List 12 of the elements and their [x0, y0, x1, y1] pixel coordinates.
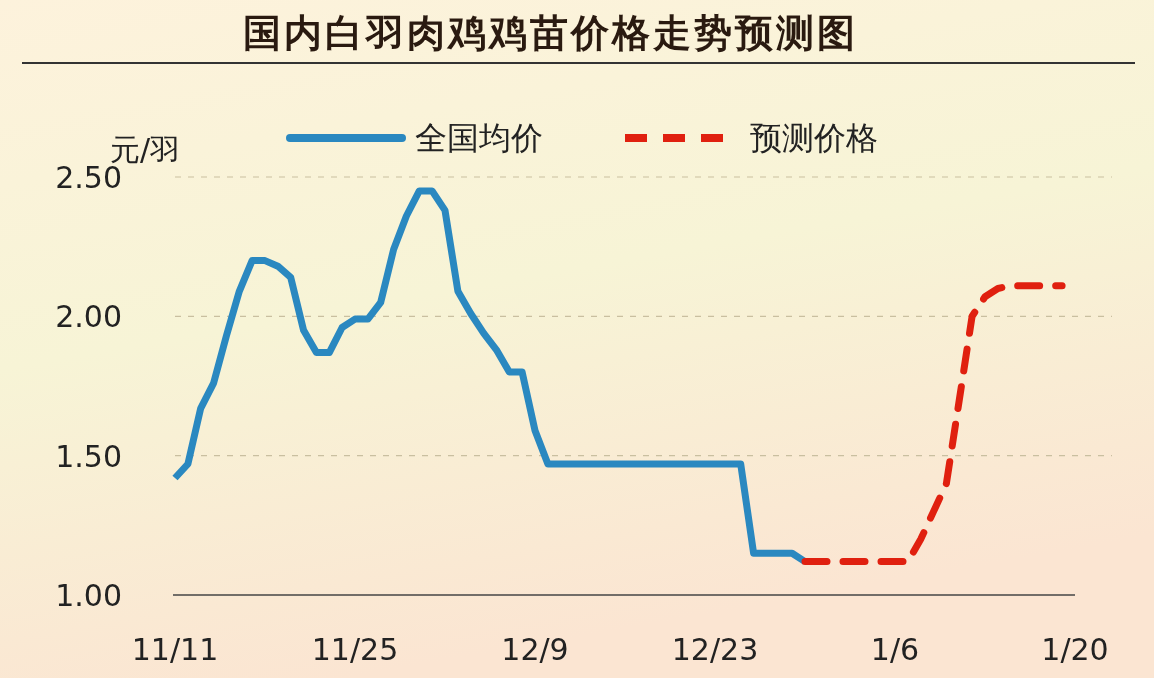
x-tick-label: 1/6: [870, 632, 920, 667]
x-tick-label: 11/25: [311, 632, 399, 667]
x-tick-label: 11/11: [131, 632, 219, 667]
x-tick-label: 12/23: [671, 632, 759, 667]
legend-label: 全国均价: [415, 119, 543, 157]
x-tick-label: 12/9: [501, 632, 569, 667]
x-tick-label: 1/20: [1041, 632, 1109, 667]
legend-label: 预测价格: [750, 119, 878, 157]
chart-title: 国内白羽肉鸡鸡苗价格走势预测图: [242, 10, 858, 55]
y-tick-label: 1.50: [55, 438, 122, 474]
y-tick-label: 2.00: [55, 299, 122, 335]
y-tick-label: 1.00: [55, 578, 122, 613]
